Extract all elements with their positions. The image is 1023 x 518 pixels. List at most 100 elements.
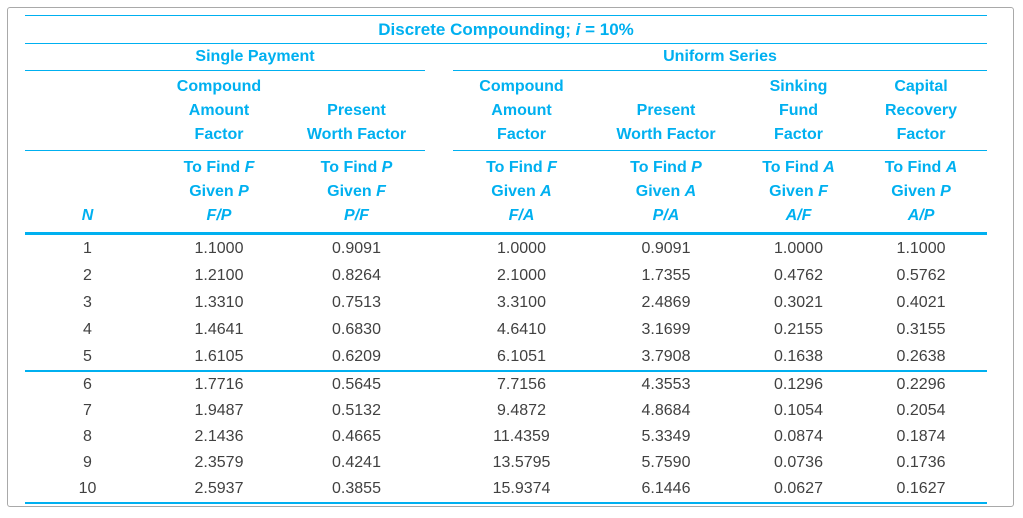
value-cell: 3.7908 bbox=[641, 347, 691, 365]
value-cell: 11.4359 bbox=[493, 428, 550, 445]
symbol-line: P/F bbox=[288, 204, 425, 228]
value-cell: 0.3155 bbox=[896, 320, 946, 338]
column-gap-spacer bbox=[425, 71, 453, 151]
n-cell: 5 bbox=[83, 347, 92, 365]
group-header-single-payment: Single Payment bbox=[25, 43, 425, 71]
given-line: Given P bbox=[891, 183, 951, 200]
table-row: 9 2.3579 0.4241 13.5795 5.7590 0.0736 0.1736 bbox=[25, 450, 987, 476]
n-cell: 8 bbox=[83, 428, 92, 445]
table-row: 10 2.5937 0.3855 15.9374 6.1446 0.0627 0.1627 bbox=[25, 476, 988, 504]
value-cell: 0.0736 bbox=[774, 454, 823, 471]
symbol-line: F/P bbox=[150, 204, 288, 228]
table-row: 1 1.1000 0.9091 1.0000 0.9091 1.0000 1.1000 bbox=[25, 234, 987, 263]
factor-symbol: P/A bbox=[652, 207, 680, 224]
column-title-line: Factor bbox=[497, 126, 546, 143]
given-line: Given P bbox=[189, 183, 249, 200]
symbol-line: A/F bbox=[742, 204, 855, 228]
column-title-line: Worth Factor bbox=[616, 126, 716, 143]
column-title-AF: Sinking Fund Factor bbox=[742, 70, 855, 151]
gap-cell bbox=[425, 343, 453, 371]
to-find-line: To Find F bbox=[183, 159, 255, 176]
subheader-AF: To Find A Given F A/F bbox=[742, 150, 855, 235]
value-cell: 0.6209 bbox=[332, 347, 381, 365]
title-text: Discrete Compounding; bbox=[378, 19, 576, 39]
table-body: 1 1.1000 0.9091 1.0000 0.9091 1.0000 1.1000 2 1.… bbox=[25, 234, 988, 504]
value-cell: 1.3310 bbox=[194, 293, 244, 311]
column-title-line: Sinking bbox=[769, 78, 828, 95]
value-cell: 2.4869 bbox=[641, 293, 691, 311]
value-cell: 0.4241 bbox=[332, 454, 381, 471]
subheader-PA: To Find P Given A P/A bbox=[590, 150, 742, 235]
find-letter: P bbox=[691, 159, 702, 176]
subheader-gap-spacer bbox=[425, 150, 453, 235]
value-cell: 0.1638 bbox=[774, 347, 823, 365]
value-cell: 0.2296 bbox=[855, 370, 988, 398]
column-group-row: Single Payment Uniform Series bbox=[25, 43, 988, 71]
title-rate: = 10% bbox=[580, 19, 634, 39]
given-letter: A bbox=[684, 183, 697, 200]
to-find-line: To Find A bbox=[762, 159, 835, 176]
value-cell: 1.1000 bbox=[194, 239, 244, 257]
column-title-AP: Capital Recovery Factor bbox=[855, 70, 988, 151]
n-cell: 10 bbox=[25, 476, 150, 504]
given-letter: P bbox=[238, 183, 249, 200]
subheader-FP: To Find F Given P F/P bbox=[150, 150, 288, 235]
title-interest-variable: i bbox=[575, 19, 581, 39]
column-title-PA: Present Worth Factor bbox=[590, 70, 742, 151]
value-cell: 1.2100 bbox=[194, 266, 244, 284]
column-title-row: Compound Amount Factor Present Worth Factor C… bbox=[25, 70, 988, 151]
value-cell: 0.9091 bbox=[641, 239, 691, 257]
column-title-FP: Compound Amount Factor bbox=[150, 70, 288, 151]
value-cell: 4.6410 bbox=[497, 320, 546, 338]
factor-symbol: P/F bbox=[344, 207, 369, 224]
value-cell: 0.1296 bbox=[742, 370, 855, 398]
value-cell: 0.1054 bbox=[774, 402, 823, 419]
gap-cell bbox=[425, 316, 453, 343]
value-cell: 5.3349 bbox=[641, 428, 691, 445]
value-cell: 9.4872 bbox=[497, 402, 546, 419]
subheader-FA: To Find F Given A F/A bbox=[453, 150, 590, 235]
value-cell: 4.8684 bbox=[641, 402, 691, 419]
value-cell: 0.5645 bbox=[288, 370, 425, 398]
n-cell: 7 bbox=[83, 402, 92, 419]
given-line: Given A bbox=[635, 183, 697, 200]
gap-cell bbox=[425, 234, 453, 263]
to-find-line: To Find A bbox=[884, 159, 958, 176]
table-row: 4 1.4641 0.6830 4.6410 3.1699 0.2155 0.3155 bbox=[25, 316, 987, 343]
column-title-line: Recovery bbox=[885, 102, 958, 119]
value-cell: 5.7590 bbox=[641, 454, 691, 471]
find-letter: P bbox=[381, 159, 393, 176]
value-cell: 0.2054 bbox=[896, 402, 946, 419]
to-find-line: To Find F bbox=[486, 159, 557, 176]
value-cell: 0.0874 bbox=[774, 428, 823, 445]
table-row: 7 1.9487 0.5132 9.4872 4.8684 0.1054 0.2054 bbox=[25, 398, 987, 424]
group-header-uniform-series: Uniform Series bbox=[453, 43, 988, 71]
given-line: Given F bbox=[769, 183, 828, 200]
table-row: 2 1.2100 0.8264 2.1000 1.7355 0.4762 0.5762 bbox=[25, 262, 987, 289]
column-title-line: Factor bbox=[194, 126, 244, 143]
factor-symbol: F/P bbox=[206, 207, 232, 224]
value-cell: 4.3553 bbox=[590, 370, 742, 398]
table-row: 3 1.3310 0.7513 3.3100 2.4869 0.3021 0.4021 bbox=[25, 289, 987, 316]
value-cell: 2.1000 bbox=[497, 266, 546, 284]
symbol-line: P/A bbox=[590, 204, 742, 228]
value-cell: 1.4641 bbox=[194, 320, 244, 338]
value-cell: 2.1436 bbox=[194, 428, 244, 445]
column-title-line: Capital bbox=[894, 78, 948, 95]
value-cell: 1.6105 bbox=[194, 347, 244, 365]
value-cell: 0.6830 bbox=[332, 320, 381, 338]
column-title-line: Amount bbox=[188, 102, 250, 119]
to-find-line: To Find P bbox=[630, 159, 702, 176]
subheader-PF: To Find P Given F P/F bbox=[288, 150, 425, 235]
subheader-AP: To Find A Given P A/P bbox=[855, 150, 988, 235]
value-cell: 0.7513 bbox=[332, 293, 381, 311]
given-line: Given F bbox=[327, 183, 386, 200]
table-title: Discrete Compounding; i = 10% bbox=[25, 15, 988, 44]
n-cell: 3 bbox=[83, 293, 92, 311]
column-title-line: Compound bbox=[176, 78, 262, 95]
value-cell: 3.1699 bbox=[641, 320, 691, 338]
factor-symbol: F/A bbox=[508, 207, 535, 224]
gap-cell bbox=[425, 262, 453, 289]
table-row: 8 2.1436 0.4665 11.4359 5.3349 0.0874 0.1874 bbox=[25, 424, 987, 450]
value-cell: 1.0000 bbox=[497, 239, 546, 257]
